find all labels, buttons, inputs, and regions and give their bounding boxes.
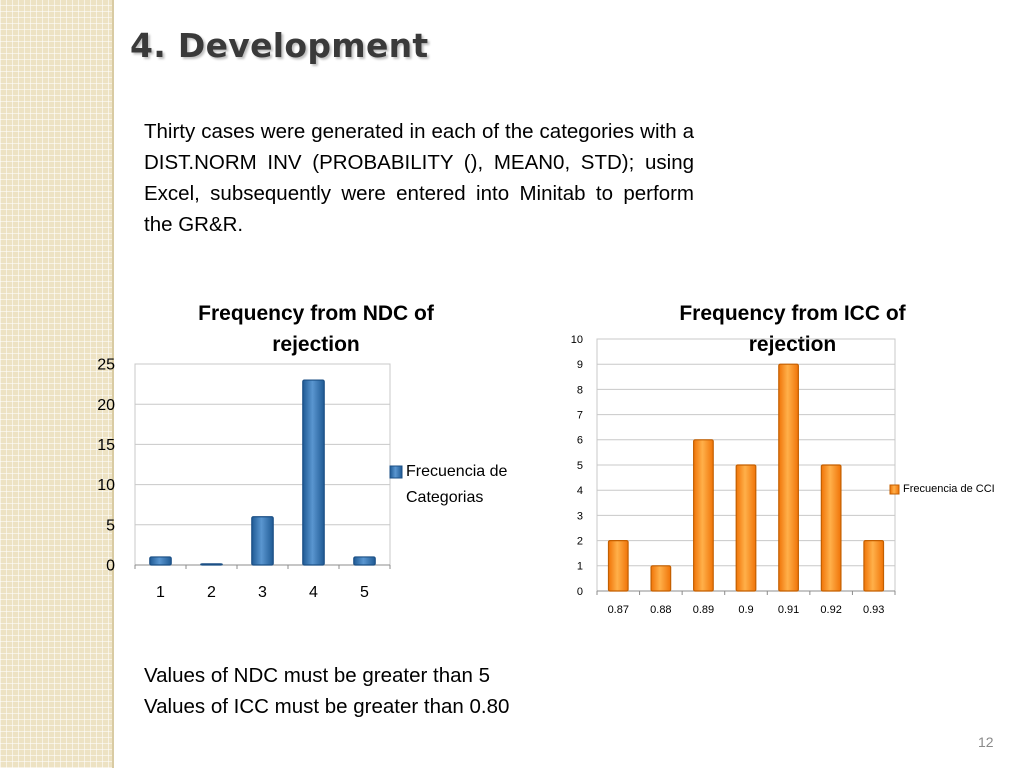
x-tick-label: 1 [156, 584, 165, 601]
x-tick-label: 0.88 [650, 604, 671, 616]
legend-label: Frecuencia de CCI [903, 483, 995, 495]
bar [778, 363, 799, 592]
y-tick-label: 7 [577, 409, 583, 421]
notes-block: Values of NDC must be greater than 5 Val… [144, 660, 509, 722]
intro-paragraph: Thirty cases were generated in each of t… [144, 120, 694, 236]
y-tick-label: 25 [97, 357, 115, 374]
bar [735, 464, 757, 592]
bar [251, 516, 274, 566]
y-tick-label: 0 [106, 558, 115, 575]
x-tick-label: 0.9 [738, 604, 753, 616]
x-tick-label: 0.93 [863, 604, 884, 616]
y-tick-label: 20 [97, 397, 115, 414]
y-tick-label: 3 [577, 510, 583, 522]
slide-title: 4. Development [130, 26, 429, 65]
bar [820, 464, 842, 592]
x-tick-label: 4 [309, 584, 318, 601]
bar [607, 540, 629, 592]
x-tick-label: 0.92 [820, 604, 841, 616]
y-tick-label: 15 [97, 437, 115, 454]
y-tick-label: 4 [577, 485, 583, 497]
y-tick-label: 5 [577, 460, 583, 472]
y-tick-label: 5 [106, 517, 115, 534]
bar [650, 565, 672, 592]
x-tick-label: 0.89 [693, 604, 714, 616]
x-tick-label: 0.87 [608, 604, 629, 616]
bar [863, 540, 885, 592]
decorative-side-strip [0, 0, 114, 768]
legend-label: Frecuencia de [406, 463, 507, 480]
y-tick-label: 9 [577, 359, 583, 371]
y-tick-label: 10 [571, 334, 583, 346]
bar [200, 563, 223, 566]
y-tick-label: 0 [577, 586, 583, 598]
icc-frequency-chart: 0 1 2 3 4 5 6 7 8 9 10 0.87 0.88 0.89 0.9 0.91 0.92 0.93 F… [571, 334, 995, 616]
ndc-chart-title: Frequency from NDC of rejection [198, 302, 434, 356]
x-tick-label: 3 [258, 584, 267, 601]
y-tick-label: 2 [577, 535, 583, 547]
x-tick-label: 5 [360, 584, 369, 601]
x-tick-label: 2 [207, 584, 216, 601]
y-tick-label: 6 [577, 435, 583, 447]
page-number: 12 [978, 734, 994, 750]
bar [302, 379, 325, 566]
y-tick-label: 10 [97, 477, 115, 494]
legend-label: Categorias [406, 489, 483, 506]
note-icc: Values of ICC must be greater than 0.80 [144, 695, 510, 718]
ndc-frequency-chart: 0 5 10 15 20 25 1 2 3 4 5 Frecuencia de Categorias [97, 357, 507, 601]
x-tick-label: 0.91 [778, 604, 799, 616]
legend-swatch [889, 484, 900, 495]
bar [693, 439, 714, 592]
note-ndc: Values of NDC must be greater than 5 [144, 664, 491, 687]
bar [353, 556, 376, 566]
y-tick-label: 1 [577, 561, 583, 573]
y-tick-label: 8 [577, 384, 583, 396]
legend-swatch [389, 465, 403, 479]
bar [149, 556, 172, 566]
